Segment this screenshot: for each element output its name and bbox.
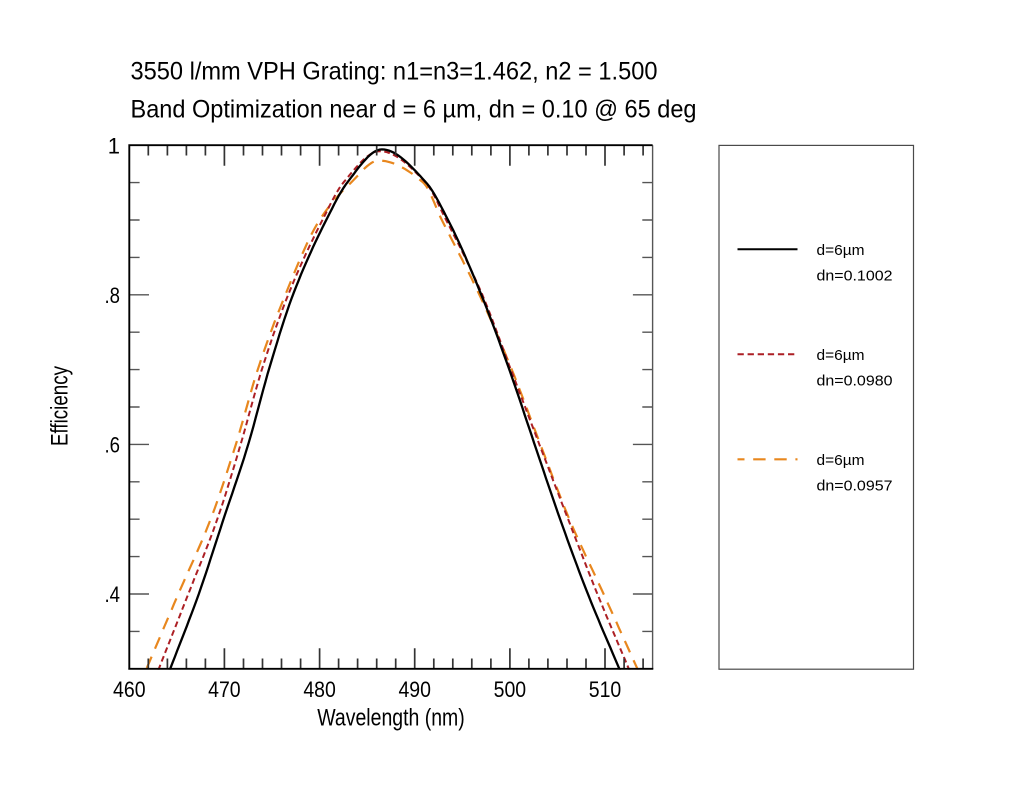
svg-text:Efficiency: Efficiency	[47, 366, 74, 446]
svg-text:490: 490	[398, 677, 431, 702]
svg-text:Wavelength (nm): Wavelength (nm)	[317, 704, 465, 731]
svg-text:dn=0.1002: dn=0.1002	[817, 268, 893, 284]
svg-text:.6: .6	[105, 433, 121, 458]
svg-text:.8: .8	[105, 283, 121, 308]
svg-text:480: 480	[303, 677, 336, 702]
svg-text:510: 510	[589, 677, 622, 702]
svg-text:1: 1	[108, 133, 120, 158]
svg-text:3550 l/mm VPH Grating: n1=n3=1: 3550 l/mm VPH Grating: n1=n3=1.462, n2 =…	[131, 59, 658, 86]
svg-text:.4: .4	[105, 582, 121, 607]
svg-text:500: 500	[494, 677, 527, 702]
svg-text:d=6µm: d=6µm	[817, 348, 865, 364]
svg-text:470: 470	[208, 677, 241, 702]
svg-text:d=6µm: d=6µm	[817, 243, 865, 259]
svg-text:dn=0.0957: dn=0.0957	[817, 478, 893, 494]
svg-text:d=6µm: d=6µm	[817, 453, 865, 469]
svg-text:dn=0.0980: dn=0.0980	[817, 373, 893, 389]
svg-text:Band Optimization near d = 6 µ: Band Optimization near d = 6 µm, dn = 0.…	[131, 96, 697, 123]
svg-text:460: 460	[113, 677, 146, 702]
